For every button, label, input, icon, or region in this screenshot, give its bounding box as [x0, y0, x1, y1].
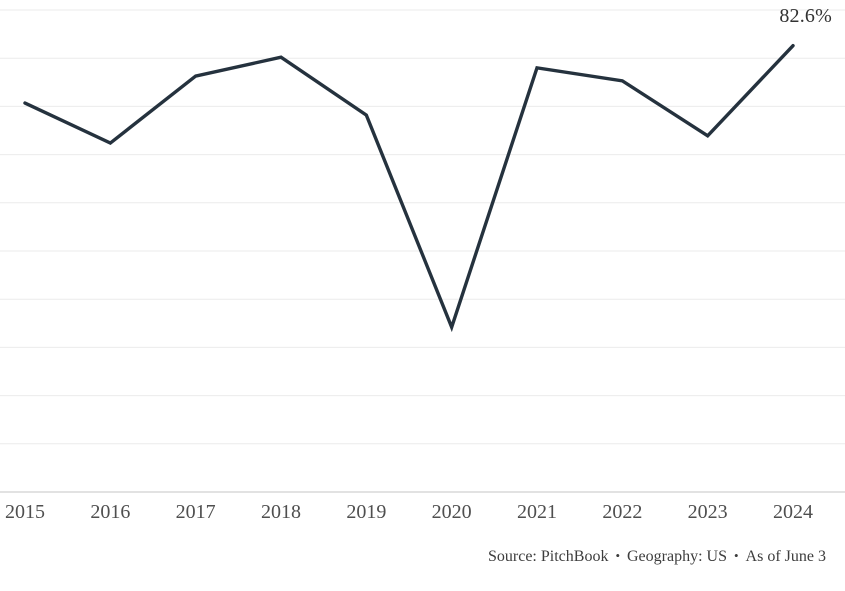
bullet-separator: • — [615, 548, 620, 563]
x-axis-label-2019: 2019 — [346, 501, 387, 523]
x-axis-label-2020: 2020 — [431, 501, 472, 523]
x-axis-label-2015: 2015 — [5, 501, 45, 523]
x-axis-label-2018: 2018 — [261, 501, 301, 523]
x-axis-label-2024: 2024 — [773, 501, 813, 523]
x-axis-label-2022: 2022 — [602, 501, 643, 523]
chart-source-line: Source: PitchBook • Geography: US • As of Ju… — [488, 548, 845, 566]
x-axis-label-2017: 2017 — [175, 501, 216, 523]
geography-text: Geography: US — [627, 548, 727, 565]
x-axis-label-2023: 2023 — [687, 501, 728, 523]
last-point-value-label: 82.6% — [779, 5, 832, 27]
data-line — [23, 43, 795, 333]
source-text: Source: PitchBook — [488, 548, 609, 565]
as-of-text: As of June 3 — [745, 548, 826, 565]
x-axis: 2015 2016 2017 2018 2019 2020 2021 2022 2023 2024 — [0, 501, 845, 527]
x-axis-label-2016: 2016 — [90, 501, 131, 523]
bullet-separator: • — [733, 548, 739, 563]
x-axis-label-2021: 2021 — [517, 501, 557, 523]
